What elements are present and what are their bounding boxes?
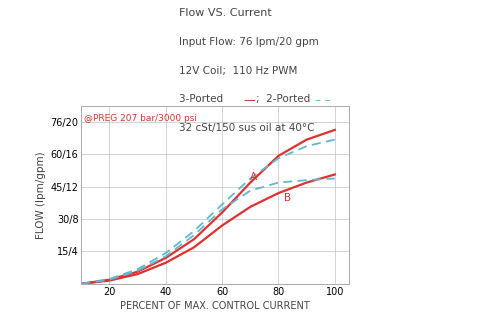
Text: Input Flow: 76 lpm/20 gpm: Input Flow: 76 lpm/20 gpm xyxy=(179,37,319,47)
Text: 12V Coil;  110 Hz PWM: 12V Coil; 110 Hz PWM xyxy=(179,66,298,76)
Text: Flow VS. Current: Flow VS. Current xyxy=(179,8,272,18)
Text: B: B xyxy=(284,193,291,203)
Text: @PREG 207 bar/3000 psi: @PREG 207 bar/3000 psi xyxy=(84,114,197,123)
Text: 3-Ported: 3-Ported xyxy=(179,94,227,104)
Text: – –: – – xyxy=(315,94,331,107)
Text: —: — xyxy=(244,94,256,107)
Text: 32 cSt/150 sus oil at 40°C: 32 cSt/150 sus oil at 40°C xyxy=(179,123,315,133)
Text: A: A xyxy=(250,172,258,182)
Text: ;  2-Ported: ; 2-Ported xyxy=(256,94,313,104)
X-axis label: PERCENT OF MAX. CONTROL CURRENT: PERCENT OF MAX. CONTROL CURRENT xyxy=(120,301,310,311)
Y-axis label: FLOW (lpm/gpm): FLOW (lpm/gpm) xyxy=(36,151,46,239)
